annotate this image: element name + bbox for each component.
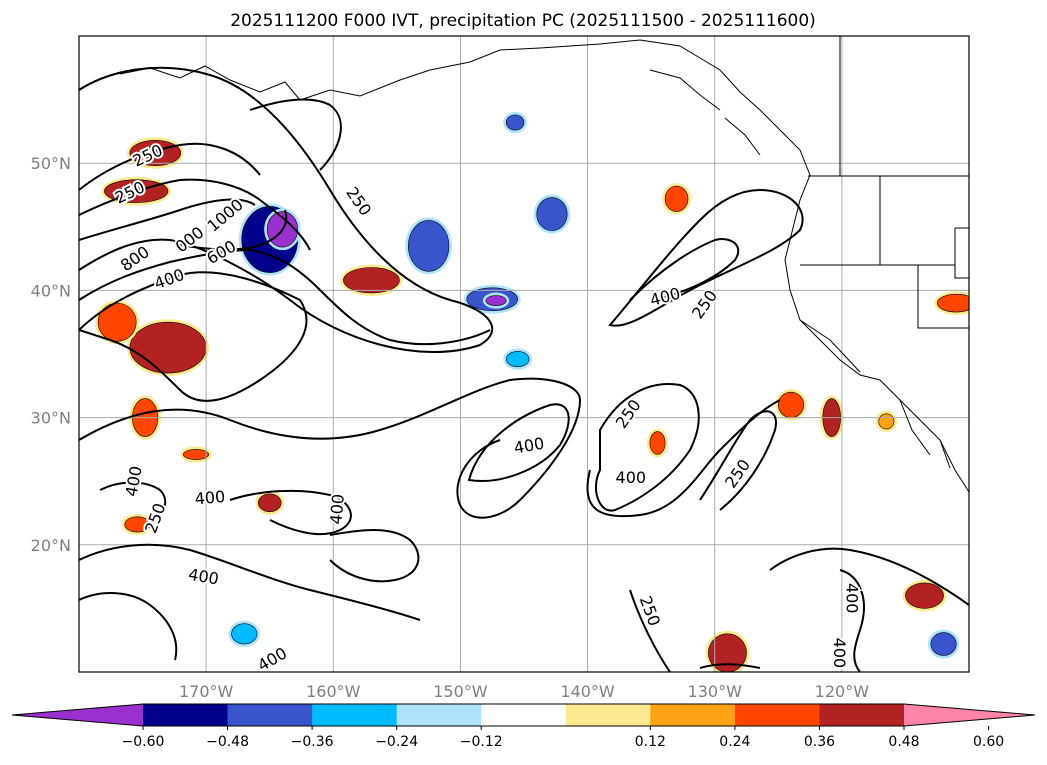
colorbar-tick-label: −0.12 [460, 734, 503, 750]
colorbar-tick-label: 0.36 [804, 734, 835, 750]
precip-blob [231, 623, 258, 645]
y-tick-label: 40°N [31, 281, 71, 300]
colorbar-segment [312, 704, 398, 726]
precip-blob [936, 293, 969, 313]
colorbar-tick-label: 0.48 [888, 734, 919, 750]
x-tick-label: 130°W [688, 682, 743, 701]
ivt-contour-lines [79, 66, 969, 672]
colorbar-tick-label: 0.60 [973, 734, 1004, 750]
x-tick-label: 160°W [306, 682, 361, 701]
x-tick-label: 140°W [560, 682, 615, 701]
y-tick-label: 30°N [31, 409, 71, 428]
colorbar-tick-label: −0.48 [206, 734, 249, 750]
contour-label: 400 [843, 583, 862, 614]
colorbar-segment [650, 704, 736, 726]
precip-blob [905, 582, 944, 609]
precip-blob [878, 413, 895, 430]
colorbar-segment [819, 704, 905, 726]
x-tick-label: 150°W [433, 682, 488, 701]
colorbar-segment [481, 704, 567, 726]
precip-blob [536, 197, 568, 231]
precip-blob [649, 431, 666, 455]
colorbar-segment [734, 704, 820, 726]
colorbar-segment [143, 704, 229, 726]
colorbar: −0.60 −0.48 −0.36 −0.24 −0.12 0.12 0.24 0.36 0.4… [11, 703, 1036, 750]
precip-blob [505, 351, 530, 368]
contour-label: 400 [122, 465, 146, 498]
colorbar-segment [396, 704, 482, 726]
precip-blob [257, 493, 282, 513]
colorbar-tick-label: 0.24 [719, 734, 750, 750]
colorbar-segment [227, 704, 313, 726]
precip-pc-layer [95, 111, 969, 672]
colorbar-tick-label: −0.60 [122, 734, 165, 750]
chart-title: 2025111200 F000 IVT, precipitation PC (2… [230, 11, 816, 31]
colorbar-tick-label: −0.24 [375, 734, 418, 750]
precip-blob [664, 185, 689, 212]
colorbar-segment [565, 704, 651, 726]
precip-blob [97, 302, 137, 342]
colorbar-extend-max [904, 704, 1035, 726]
precip-blob [505, 114, 525, 131]
axis-ticks: 170°W 160°W 150°W 140°W 130°W 120°W 20°N 30°N 40… [31, 154, 870, 701]
contour-label: 400 [326, 493, 348, 525]
colorbar-tick-label: 0.12 [635, 734, 666, 750]
coastline-borders [119, 36, 969, 493]
precip-blob [129, 321, 207, 374]
precip-blob [708, 633, 747, 672]
precip-blob [930, 632, 957, 656]
x-tick-label: 170°W [179, 682, 234, 701]
contour-label: 400 [194, 487, 226, 509]
colorbar-tick-label: −0.36 [291, 734, 334, 750]
precip-blob [777, 391, 805, 418]
contour-label: 400 [616, 468, 647, 487]
y-tick-label: 20°N [31, 536, 71, 555]
precip-blob [343, 267, 400, 294]
map-frame [78, 35, 970, 673]
y-tick-label: 50°N [31, 154, 71, 173]
colorbar-extend-min [12, 704, 143, 726]
precip-blob [124, 516, 151, 533]
x-tick-label: 120°W [815, 682, 870, 701]
lat-lon-grid [79, 36, 969, 672]
precip-blob [485, 295, 507, 306]
contour-label: 400 [830, 638, 849, 669]
precip-blob [182, 449, 209, 460]
precip-blob [407, 220, 450, 272]
